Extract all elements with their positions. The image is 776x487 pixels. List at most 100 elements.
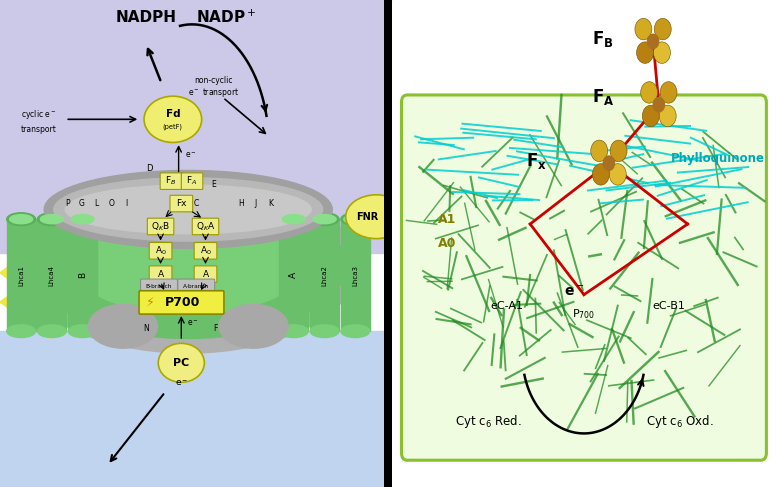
Ellipse shape bbox=[653, 42, 670, 63]
Text: Cyt c$_6$ Red.: Cyt c$_6$ Red. bbox=[455, 413, 521, 430]
Ellipse shape bbox=[636, 42, 653, 63]
Text: e$^-$: e$^-$ bbox=[188, 318, 199, 328]
Text: NADP$^+$: NADP$^+$ bbox=[196, 8, 257, 26]
Ellipse shape bbox=[282, 215, 306, 224]
Text: G: G bbox=[79, 199, 85, 208]
Wedge shape bbox=[0, 265, 57, 338]
FancyBboxPatch shape bbox=[160, 173, 182, 189]
Ellipse shape bbox=[37, 325, 66, 337]
Text: eC-A1: eC-A1 bbox=[490, 301, 524, 311]
Ellipse shape bbox=[73, 217, 303, 314]
FancyBboxPatch shape bbox=[192, 218, 219, 235]
Text: e$^-$: e$^-$ bbox=[175, 378, 188, 388]
Ellipse shape bbox=[344, 215, 367, 224]
Ellipse shape bbox=[279, 213, 308, 225]
Text: Q$_K$A: Q$_K$A bbox=[196, 220, 215, 233]
Ellipse shape bbox=[641, 82, 657, 103]
Text: $\mathbf{F_A}$: $\mathbf{F_A}$ bbox=[591, 87, 614, 108]
FancyBboxPatch shape bbox=[149, 243, 172, 259]
Bar bbox=[310, 219, 339, 331]
Ellipse shape bbox=[660, 105, 676, 127]
Ellipse shape bbox=[144, 96, 202, 142]
Text: P: P bbox=[65, 199, 70, 208]
Text: A: A bbox=[289, 272, 298, 278]
Ellipse shape bbox=[310, 213, 339, 225]
Text: NADPH: NADPH bbox=[116, 10, 176, 24]
Text: A-branch: A-branch bbox=[183, 283, 210, 289]
Text: A$_0$: A$_0$ bbox=[199, 244, 211, 257]
Ellipse shape bbox=[65, 185, 311, 234]
Ellipse shape bbox=[279, 325, 308, 337]
Text: Cyt c$_6$ Oxd.: Cyt c$_6$ Oxd. bbox=[646, 413, 714, 430]
Text: E: E bbox=[211, 180, 216, 188]
Text: P$_{700}$: P$_{700}$ bbox=[573, 307, 595, 321]
FancyBboxPatch shape bbox=[194, 243, 217, 259]
FancyBboxPatch shape bbox=[178, 279, 215, 293]
Ellipse shape bbox=[68, 325, 97, 337]
Ellipse shape bbox=[341, 213, 369, 225]
Text: A0: A0 bbox=[438, 237, 456, 250]
Ellipse shape bbox=[346, 195, 407, 239]
Text: Phylloquinone: Phylloquinone bbox=[670, 152, 764, 165]
Text: $\mathbf{F_x}$: $\mathbf{F_x}$ bbox=[526, 150, 547, 171]
Ellipse shape bbox=[219, 304, 288, 348]
Ellipse shape bbox=[68, 213, 97, 225]
Ellipse shape bbox=[610, 140, 627, 162]
FancyBboxPatch shape bbox=[139, 291, 224, 314]
Wedge shape bbox=[0, 236, 57, 309]
Ellipse shape bbox=[19, 178, 357, 353]
Text: e$^-$ transport: e$^-$ transport bbox=[188, 86, 239, 99]
Text: O: O bbox=[109, 199, 114, 208]
Ellipse shape bbox=[40, 215, 64, 224]
Text: P700: P700 bbox=[165, 296, 200, 309]
Ellipse shape bbox=[653, 97, 664, 112]
Ellipse shape bbox=[9, 215, 33, 224]
Text: e$^-$: e$^-$ bbox=[185, 150, 197, 160]
Text: Lhca2: Lhca2 bbox=[321, 265, 327, 285]
Bar bbox=[7, 219, 36, 331]
Text: PC: PC bbox=[173, 358, 189, 368]
Bar bbox=[279, 219, 308, 331]
Ellipse shape bbox=[654, 19, 671, 40]
Text: Lhca4: Lhca4 bbox=[49, 265, 55, 285]
FancyBboxPatch shape bbox=[147, 218, 174, 235]
Text: F: F bbox=[213, 324, 217, 333]
Text: B-branch: B-branch bbox=[146, 283, 172, 289]
FancyBboxPatch shape bbox=[170, 195, 192, 212]
FancyBboxPatch shape bbox=[149, 266, 172, 282]
FancyBboxPatch shape bbox=[194, 266, 217, 282]
Bar bbox=[341, 219, 369, 331]
Text: B: B bbox=[78, 272, 87, 278]
Bar bbox=[0, 331, 384, 487]
Text: Lhca3: Lhca3 bbox=[352, 264, 359, 286]
Ellipse shape bbox=[88, 304, 158, 348]
Text: Q$_K$B: Q$_K$B bbox=[151, 220, 170, 233]
Text: (petF): (petF) bbox=[163, 123, 183, 130]
Bar bbox=[37, 219, 66, 331]
Text: A$_0$: A$_0$ bbox=[154, 244, 167, 257]
Ellipse shape bbox=[592, 164, 609, 185]
Text: D: D bbox=[147, 164, 153, 172]
Text: A: A bbox=[158, 270, 164, 279]
Text: F$_B$: F$_B$ bbox=[165, 175, 177, 187]
Ellipse shape bbox=[609, 164, 626, 185]
Text: A1: A1 bbox=[438, 213, 456, 225]
Text: K: K bbox=[268, 199, 273, 208]
Ellipse shape bbox=[31, 192, 346, 338]
Text: FNR: FNR bbox=[355, 212, 378, 222]
Text: e$^-$: e$^-$ bbox=[564, 284, 584, 298]
FancyBboxPatch shape bbox=[182, 173, 203, 189]
Text: H: H bbox=[238, 199, 244, 208]
Ellipse shape bbox=[7, 213, 36, 225]
Text: transport: transport bbox=[20, 125, 57, 133]
FancyBboxPatch shape bbox=[401, 95, 767, 460]
Text: ⚡: ⚡ bbox=[146, 296, 155, 309]
Ellipse shape bbox=[71, 215, 94, 224]
Text: I: I bbox=[125, 199, 127, 208]
Ellipse shape bbox=[158, 343, 204, 382]
Ellipse shape bbox=[603, 156, 615, 170]
FancyBboxPatch shape bbox=[140, 279, 178, 293]
Text: F$_A$: F$_A$ bbox=[186, 175, 198, 187]
Ellipse shape bbox=[341, 325, 369, 337]
Text: Lhca1: Lhca1 bbox=[18, 264, 24, 286]
